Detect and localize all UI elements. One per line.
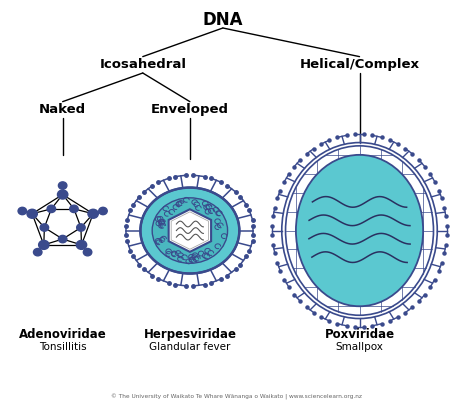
Text: Tonsillitis: Tonsillitis [39,342,86,352]
Ellipse shape [296,155,423,306]
Circle shape [70,205,78,213]
Text: Poxviridae: Poxviridae [325,328,394,342]
Ellipse shape [285,146,434,315]
Text: Herpesviridae: Herpesviridae [143,328,237,342]
Circle shape [152,198,228,263]
Circle shape [27,209,37,218]
Text: Helical/Complex: Helical/Complex [300,59,419,71]
Circle shape [58,235,67,243]
Circle shape [58,182,67,189]
Text: Naked: Naked [39,103,86,116]
Polygon shape [169,209,211,252]
Text: Enveloped: Enveloped [151,103,229,116]
Text: Glandular fever: Glandular fever [149,342,230,352]
Text: Adenoviridae: Adenoviridae [19,328,107,342]
Circle shape [140,187,239,274]
Circle shape [57,190,68,199]
Circle shape [99,207,107,215]
Ellipse shape [282,143,438,318]
Polygon shape [171,212,209,249]
Circle shape [40,224,49,231]
Text: Icosahedral: Icosahedral [99,59,186,71]
Circle shape [76,240,87,249]
Circle shape [18,207,27,215]
Text: DNA: DNA [202,11,243,29]
Circle shape [38,240,49,249]
Circle shape [34,248,42,256]
Text: © The University of Waikato Te Whare Wānanga o Waikato | www.sciencelearn.org.nz: © The University of Waikato Te Whare Wān… [111,394,363,400]
Circle shape [88,209,98,218]
Circle shape [47,205,55,213]
Circle shape [83,248,92,256]
Circle shape [77,224,85,231]
Text: Smallpox: Smallpox [336,342,383,352]
